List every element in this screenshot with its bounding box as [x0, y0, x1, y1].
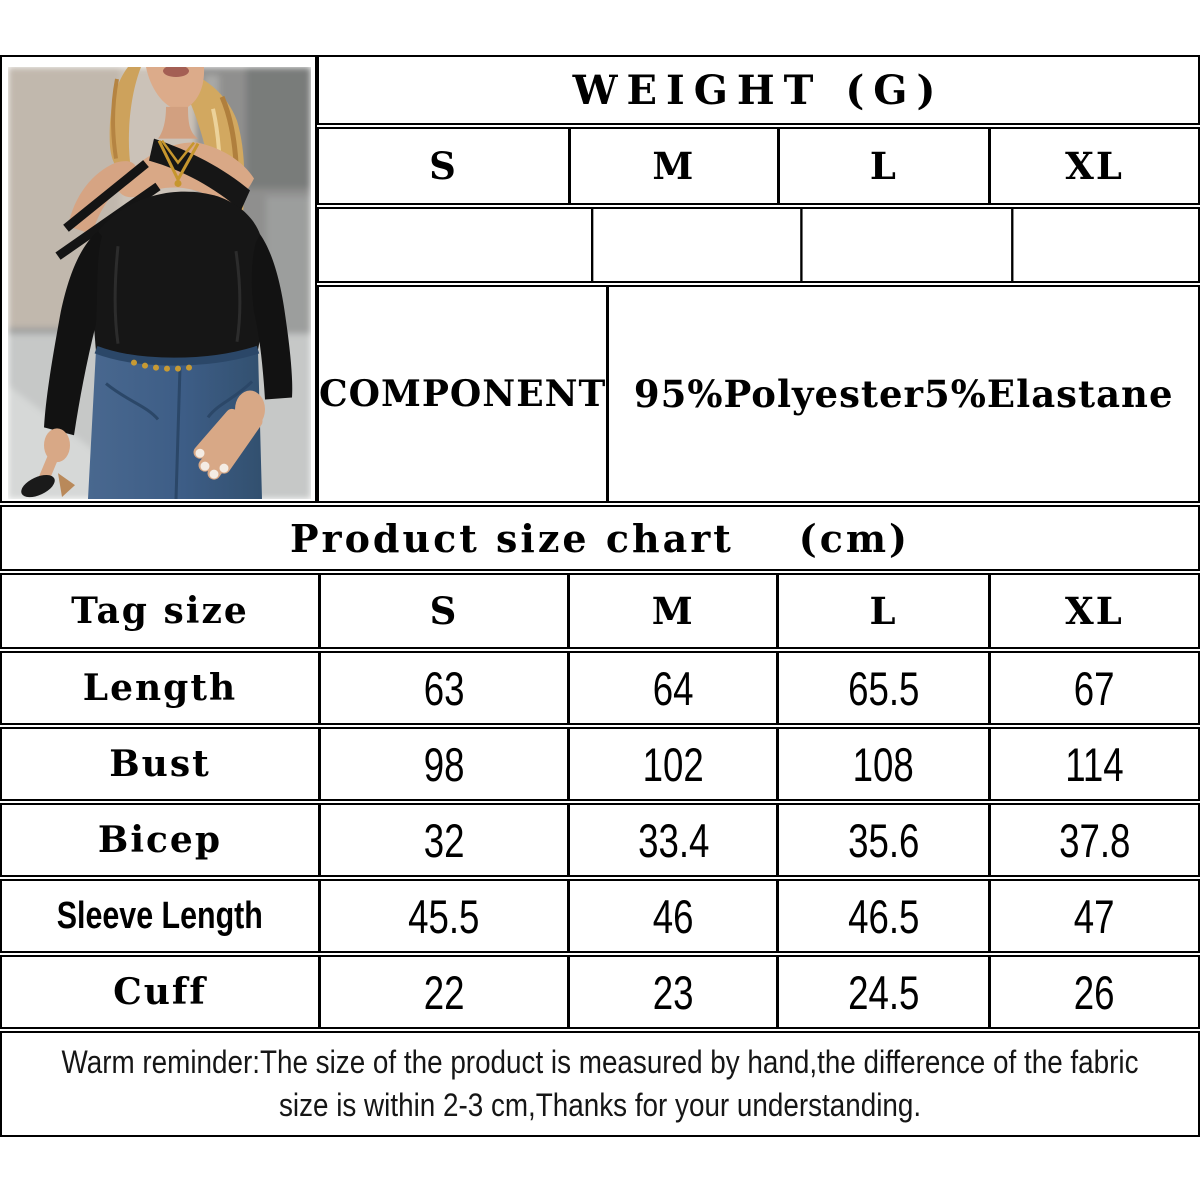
model-top [44, 138, 293, 436]
length-xl: 67 [1073, 661, 1115, 715]
weight-table: WEIGHT (G) S M L XL COMPONENT 95%Polyest… [317, 55, 1200, 503]
bust-s: 98 [423, 737, 465, 791]
size-chart-sheet: WEIGHT (G) S M L XL COMPONENT 95%Polyest… [0, 55, 1200, 1137]
weight-size-header-row: S M L XL [317, 127, 1200, 205]
row-label-cuff: Cuff [113, 971, 207, 1013]
weight-size-header-xl: XL [987, 129, 1198, 203]
row-label-sleeve-length: Sleeve Length [56, 894, 264, 937]
size-row-cuff: Cuff 22 23 24.5 26 [0, 955, 1200, 1029]
chart-size-header-xl: XL [987, 575, 1198, 647]
weight-table-title-row: WEIGHT (G) [317, 55, 1200, 125]
bicep-m: 33.4 [637, 813, 709, 867]
bust-l: 108 [852, 737, 915, 791]
weight-value-l [800, 209, 965, 281]
cuff-l: 24.5 [847, 965, 920, 1019]
cuff-m: 23 [652, 965, 694, 1019]
model-figure [21, 67, 293, 499]
sleeve-length-l: 46.5 [847, 889, 920, 943]
weight-size-header-l: L [776, 129, 988, 203]
bicep-s: 32 [423, 813, 465, 867]
warm-reminder-line-1: Warm reminder:The size of the product is… [61, 1044, 1139, 1080]
size-chart-title: Product size chart (cm) [289, 515, 911, 561]
cuff-xl: 26 [1073, 965, 1115, 1019]
bicep-l: 35.6 [847, 813, 920, 867]
row-label-length: Length [82, 667, 238, 709]
sleeve-length-s: 45.5 [408, 889, 480, 943]
product-photo [0, 55, 317, 503]
model-left-hand [21, 428, 75, 498]
weight-size-header-s: S [429, 144, 458, 188]
size-row-length: Length 63 64 65.5 67 [0, 651, 1200, 725]
row-label-bicep: Bicep [97, 819, 223, 861]
length-l: 65.5 [847, 661, 920, 715]
chart-size-header-l: L [776, 575, 987, 647]
length-m: 64 [652, 661, 694, 715]
manicured-nails [195, 448, 229, 479]
size-row-bust: Bust 98 102 108 114 [0, 727, 1200, 801]
bicep-xl: 37.8 [1058, 813, 1131, 867]
product-photo-illustration [8, 67, 311, 499]
component-value: 95%Polyester5%Elastane [606, 287, 1198, 501]
component-label: COMPONENT [319, 373, 607, 415]
sleeve-length-m: 46 [652, 889, 694, 943]
component-row: COMPONENT 95%Polyester5%Elastane [317, 285, 1200, 503]
size-chart-table: Tag size S M L XL Length 63 64 65.5 67 B… [0, 573, 1200, 1029]
row-label-bust: Bust [109, 743, 211, 785]
size-chart-title-row: Product size chart (cm) [0, 505, 1200, 571]
size-row-sleeve-length: Sleeve Length 45.5 46 46.5 47 [0, 879, 1200, 953]
warm-reminder: Warm reminder:The size of the product is… [0, 1031, 1200, 1137]
weight-value-m [590, 209, 754, 281]
bust-xl: 114 [1065, 737, 1124, 791]
top-section: WEIGHT (G) S M L XL COMPONENT 95%Polyest… [0, 55, 1200, 503]
length-s: 63 [423, 661, 465, 715]
sleeve-length-xl: 47 [1073, 889, 1115, 943]
gold-necklace [157, 139, 200, 187]
bust-m: 102 [642, 737, 704, 791]
size-row-bicep: Bicep 32 33.4 35.6 37.8 [0, 803, 1200, 877]
cuff-s: 22 [423, 965, 465, 1019]
weight-title: WEIGHT (G) [572, 66, 945, 114]
weight-values-row [317, 207, 1200, 283]
tag-size-label: Tag size [71, 590, 249, 632]
belt-chain [131, 359, 192, 372]
chart-size-header-s: S [317, 575, 567, 647]
chart-size-header-m: M [567, 575, 776, 647]
warm-reminder-line-2: size is within 2-3 cm,Thanks for your un… [278, 1087, 922, 1123]
model-right-hand [193, 390, 265, 480]
size-chart-header-row: Tag size S M L XL [0, 573, 1200, 649]
weight-value-s [346, 209, 540, 281]
weight-size-header-m: M [567, 129, 777, 203]
weight-value-xl [1011, 209, 1175, 281]
